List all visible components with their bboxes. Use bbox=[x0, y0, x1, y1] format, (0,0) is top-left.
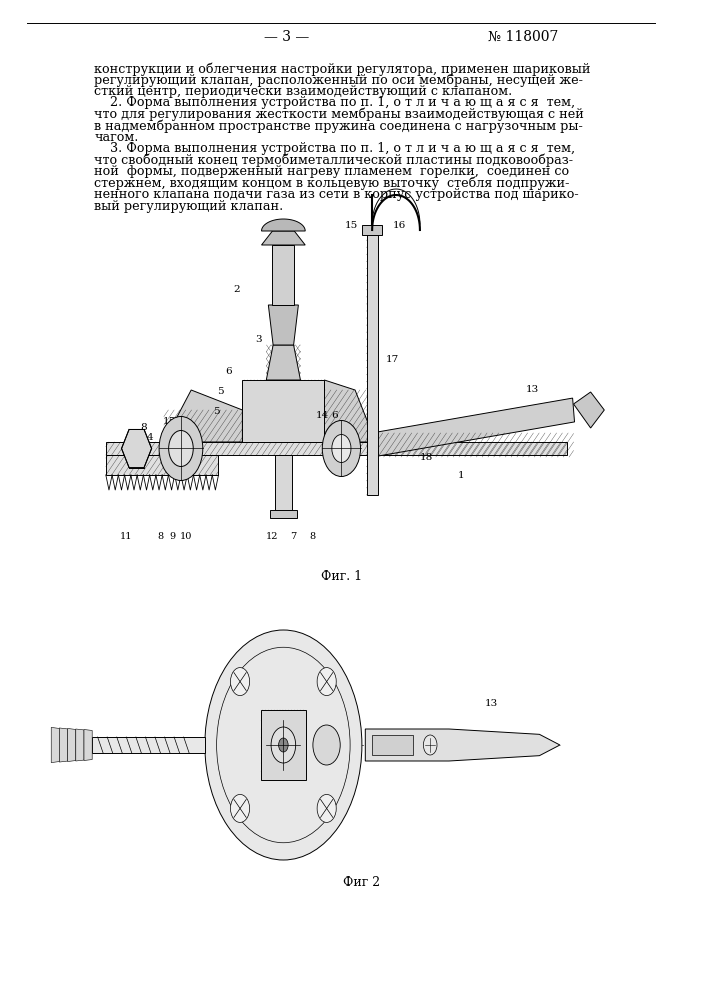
Text: 9: 9 bbox=[170, 532, 176, 541]
Circle shape bbox=[169, 430, 193, 466]
Text: ненного клапана подачи газа из сети в корпус устройства под шарико-: ненного клапана подачи газа из сети в ко… bbox=[94, 188, 579, 201]
Text: 13: 13 bbox=[526, 385, 539, 394]
Polygon shape bbox=[92, 737, 205, 753]
Text: 5: 5 bbox=[214, 408, 220, 416]
Circle shape bbox=[317, 668, 337, 696]
Polygon shape bbox=[164, 390, 243, 442]
Text: 6: 6 bbox=[331, 412, 338, 420]
Circle shape bbox=[271, 727, 296, 763]
Text: 8: 8 bbox=[140, 424, 147, 432]
Text: 2. Форма выполнения устройства по п. 1, о т л и ч а ю щ а я с я  тем,: 2. Форма выполнения устройства по п. 1, … bbox=[94, 96, 575, 109]
Polygon shape bbox=[76, 729, 84, 761]
Polygon shape bbox=[106, 455, 218, 475]
Polygon shape bbox=[362, 225, 382, 235]
Text: 6: 6 bbox=[226, 367, 232, 376]
Polygon shape bbox=[59, 728, 68, 762]
Polygon shape bbox=[573, 392, 604, 428]
Circle shape bbox=[322, 420, 361, 476]
Polygon shape bbox=[367, 235, 378, 495]
Polygon shape bbox=[275, 455, 291, 510]
Polygon shape bbox=[84, 730, 92, 760]
Polygon shape bbox=[243, 380, 325, 442]
Text: 15: 15 bbox=[163, 418, 176, 426]
Bar bbox=[261, 710, 305, 780]
Text: 10: 10 bbox=[180, 532, 192, 541]
Text: Фиг 2: Фиг 2 bbox=[344, 876, 380, 888]
Circle shape bbox=[313, 725, 340, 765]
Text: чагом.: чагом. bbox=[94, 131, 139, 144]
Text: стержнем, входящим концом в кольцевую выточку  стебля подпружи-: стержнем, входящим концом в кольцевую вы… bbox=[94, 177, 570, 190]
Text: вый регулирующий клапан.: вый регулирующий клапан. bbox=[94, 200, 284, 213]
Text: 8: 8 bbox=[310, 532, 316, 541]
Polygon shape bbox=[272, 245, 294, 305]
Polygon shape bbox=[371, 398, 575, 457]
Polygon shape bbox=[269, 510, 297, 518]
Circle shape bbox=[230, 668, 250, 696]
Circle shape bbox=[205, 630, 362, 860]
Text: — 3 —: — 3 — bbox=[264, 30, 310, 44]
Polygon shape bbox=[269, 305, 298, 345]
Text: 5: 5 bbox=[217, 387, 224, 396]
Text: 4: 4 bbox=[147, 434, 153, 442]
Text: конструкции и облегчения настройки регулятора, применен шариковый: конструкции и облегчения настройки регул… bbox=[94, 62, 591, 76]
Text: что свободный конец термобиметаллической пластины подковообраз-: что свободный конец термобиметаллической… bbox=[94, 154, 573, 167]
Circle shape bbox=[279, 738, 288, 752]
Text: 15: 15 bbox=[345, 221, 358, 230]
Text: 13: 13 bbox=[485, 698, 498, 708]
Polygon shape bbox=[262, 231, 305, 245]
Text: сткий центр, периодически взаимодействующий с клапаном.: сткий центр, периодически взаимодействую… bbox=[94, 85, 513, 98]
Text: 3: 3 bbox=[255, 336, 262, 344]
Text: № 118007: № 118007 bbox=[489, 30, 559, 44]
Text: 14: 14 bbox=[315, 412, 329, 420]
Polygon shape bbox=[262, 219, 305, 231]
Text: что для регулирования жесткости мембраны взаимодействующая с ней: что для регулирования жесткости мембраны… bbox=[94, 108, 584, 121]
Polygon shape bbox=[122, 429, 151, 468]
Circle shape bbox=[423, 735, 437, 755]
Polygon shape bbox=[106, 442, 567, 455]
Text: 8: 8 bbox=[158, 532, 163, 541]
Text: 12: 12 bbox=[266, 532, 278, 541]
Circle shape bbox=[317, 794, 337, 822]
Text: 7: 7 bbox=[291, 532, 297, 541]
Polygon shape bbox=[325, 380, 375, 442]
Polygon shape bbox=[372, 735, 413, 755]
Text: 1: 1 bbox=[457, 471, 464, 480]
Circle shape bbox=[332, 434, 351, 462]
Polygon shape bbox=[267, 345, 300, 380]
Text: 16: 16 bbox=[392, 221, 406, 230]
Text: ной  формы, подверженный нагреву пламенем  горелки,  соединен со: ной формы, подверженный нагреву пламенем… bbox=[94, 165, 569, 178]
Text: Фиг. 1: Фиг. 1 bbox=[321, 570, 362, 584]
Polygon shape bbox=[366, 729, 560, 761]
Text: 3. Форма выполнения устройства по п. 1, о т л и ч а ю щ а я с я  тем,: 3. Форма выполнения устройства по п. 1, … bbox=[94, 142, 575, 155]
Polygon shape bbox=[51, 727, 59, 763]
Circle shape bbox=[230, 794, 250, 822]
Text: 17: 17 bbox=[386, 356, 399, 364]
Text: в надмембранном пространстве пружина соединена с нагрузочным ры-: в надмембранном пространстве пружина сое… bbox=[94, 119, 583, 133]
Polygon shape bbox=[68, 728, 76, 762]
Text: 18: 18 bbox=[420, 454, 433, 462]
Text: 11: 11 bbox=[120, 532, 133, 541]
Text: регулирующий клапан, расположенный по оси мембраны, несущей же-: регулирующий клапан, расположенный по ос… bbox=[94, 74, 583, 87]
Text: 2: 2 bbox=[234, 286, 240, 294]
Circle shape bbox=[159, 416, 203, 481]
